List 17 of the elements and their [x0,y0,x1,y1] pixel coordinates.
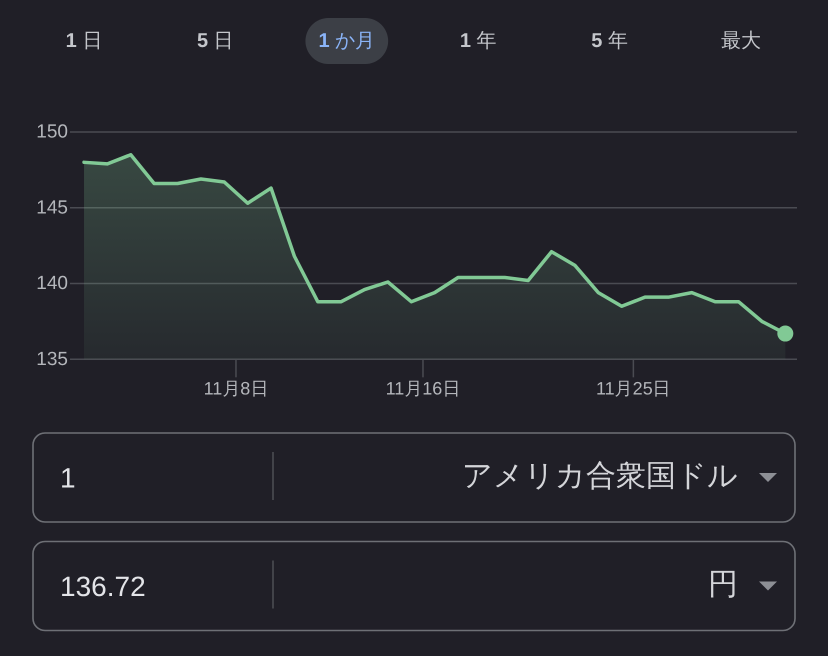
tab-label: 最大 [721,30,761,52]
amount: 1 [60,462,76,494]
tab-label: 5 日 [197,30,234,52]
y-tick-label: 135 [36,348,68,370]
tab-label: 1 日 [66,30,102,52]
y-tick-label: 150 [36,122,68,142]
currency: 円 [708,568,738,601]
tab-label: 5 年 [591,30,628,52]
x-tick-label: 11月8日 [204,378,268,398]
tab-label: 1 か月 [318,30,376,52]
currency: アメリカ合衆国ドル [462,460,738,492]
tab-label: 1 年 [460,30,497,52]
y-tick-label: 140 [36,273,68,294]
amount: 136.72 [60,571,146,602]
x-tick-label: 11月16日 [386,378,460,398]
x-tick-label: 11月25日 [596,378,671,398]
y-tick-label: 145 [36,197,68,218]
